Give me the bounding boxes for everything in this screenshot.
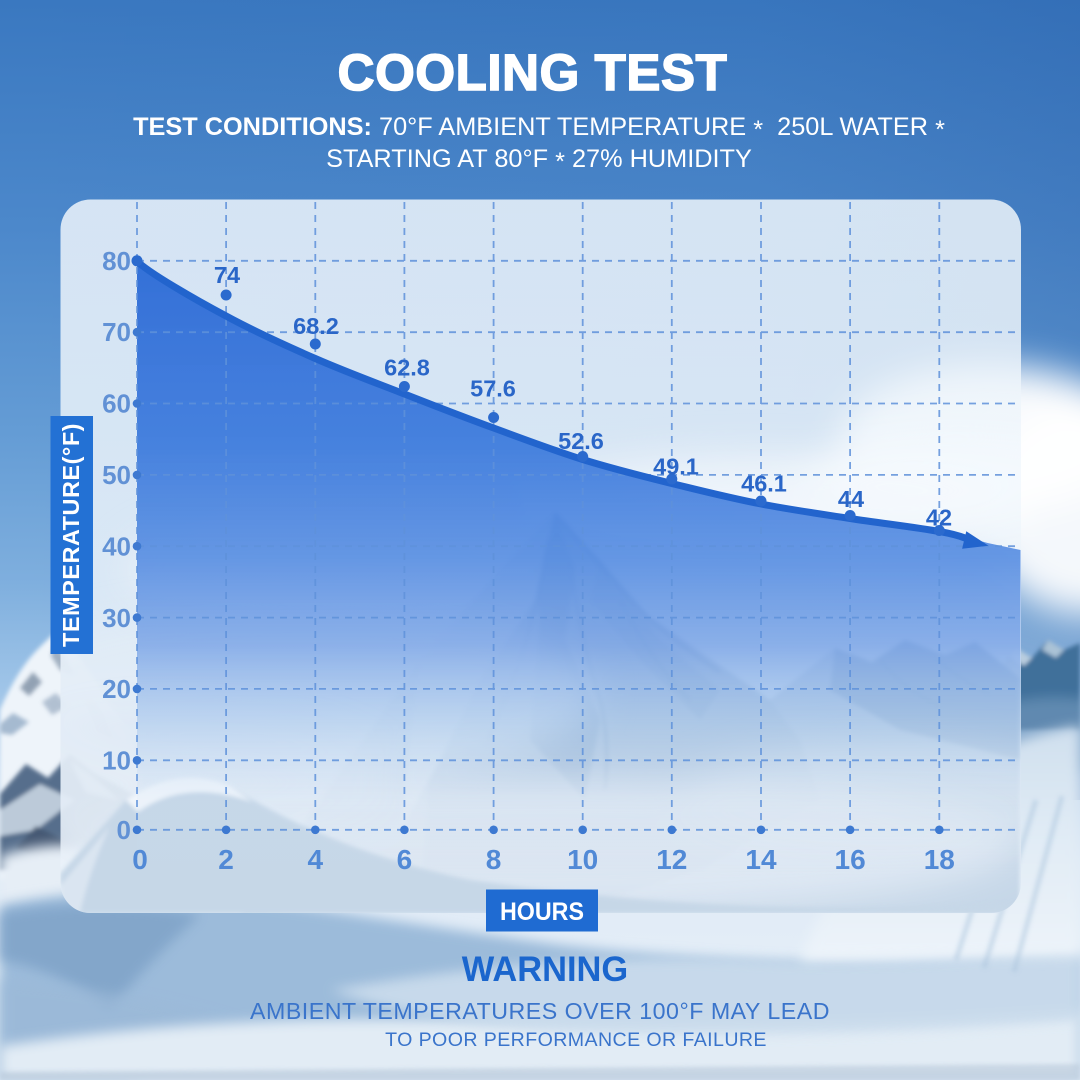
svg-text:14: 14 bbox=[745, 844, 777, 875]
svg-text:44: 44 bbox=[838, 486, 864, 512]
svg-text:40: 40 bbox=[102, 532, 131, 562]
svg-text:68.2: 68.2 bbox=[293, 313, 339, 339]
svg-text:20: 20 bbox=[102, 674, 131, 704]
svg-text:30: 30 bbox=[102, 603, 131, 633]
svg-text:70: 70 bbox=[102, 317, 131, 347]
svg-text:4: 4 bbox=[308, 844, 324, 875]
svg-text:60: 60 bbox=[102, 389, 131, 419]
svg-text:49.1: 49.1 bbox=[653, 454, 699, 480]
svg-text:46.1: 46.1 bbox=[741, 471, 787, 497]
svg-text:10: 10 bbox=[102, 746, 131, 776]
svg-text:12: 12 bbox=[656, 844, 687, 875]
svg-text:80: 80 bbox=[102, 246, 131, 276]
svg-text:2: 2 bbox=[218, 844, 234, 875]
svg-text:6: 6 bbox=[397, 844, 413, 875]
svg-text:57.6: 57.6 bbox=[470, 376, 516, 402]
svg-text:52.6: 52.6 bbox=[558, 428, 604, 454]
svg-text:0: 0 bbox=[117, 815, 131, 845]
svg-text:10: 10 bbox=[567, 844, 598, 875]
svg-text:0: 0 bbox=[132, 844, 148, 875]
svg-text:74: 74 bbox=[214, 262, 240, 288]
svg-text:HOURS: HOURS bbox=[500, 898, 584, 926]
svg-text:50: 50 bbox=[102, 460, 131, 490]
svg-text:16: 16 bbox=[835, 844, 866, 875]
svg-text:TEMPERATURE(°F): TEMPERATURE(°F) bbox=[58, 423, 84, 647]
svg-text:8: 8 bbox=[486, 844, 502, 875]
svg-text:18: 18 bbox=[924, 844, 955, 875]
svg-text:62.8: 62.8 bbox=[384, 355, 430, 381]
svg-text:42: 42 bbox=[926, 505, 952, 531]
